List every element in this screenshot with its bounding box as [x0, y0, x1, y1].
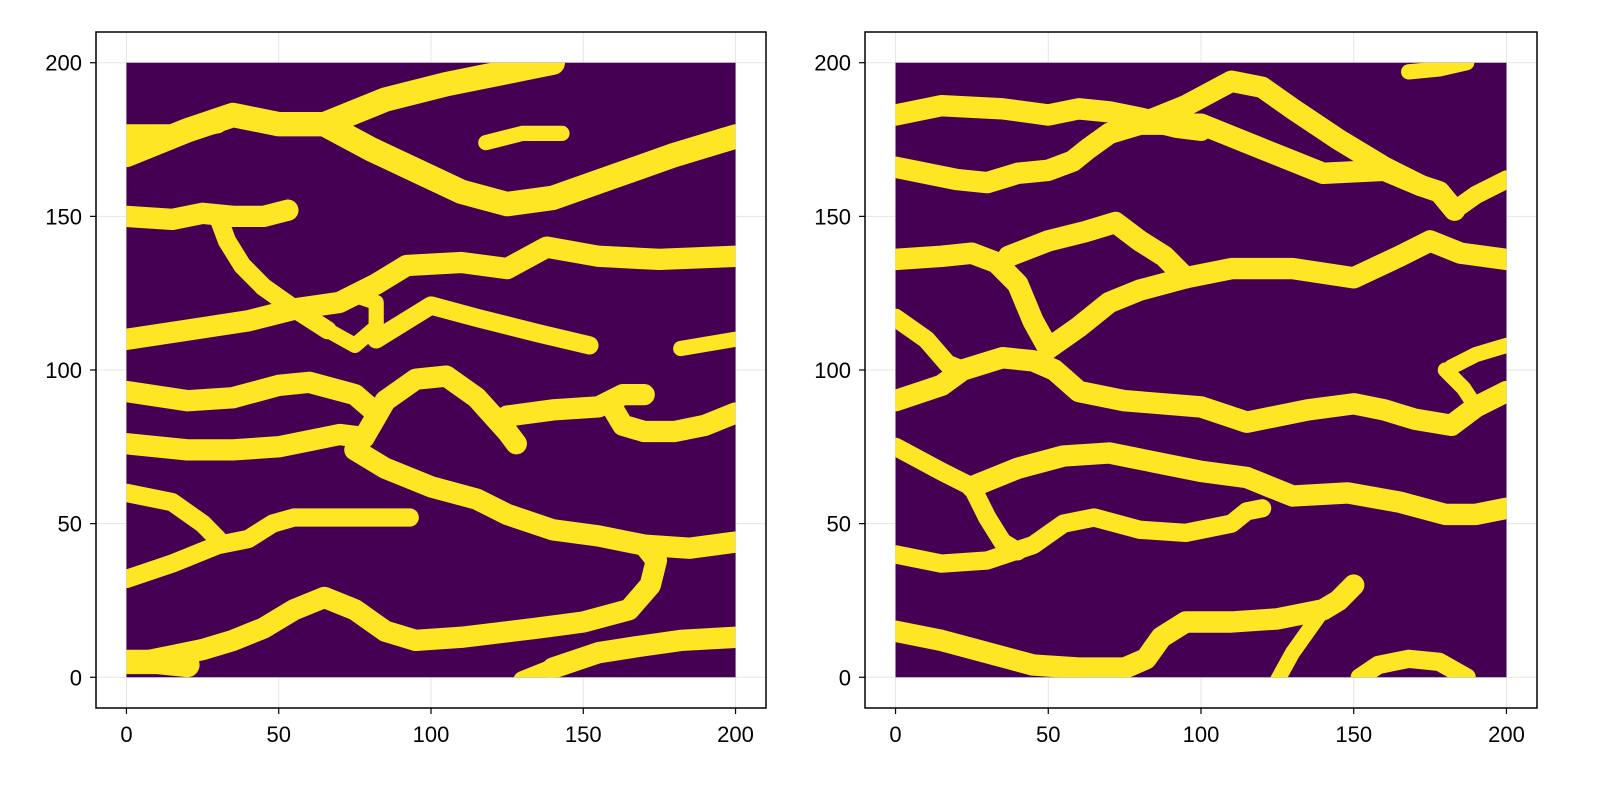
channel-stroke: [126, 649, 200, 678]
y-tick-label: 200: [45, 51, 82, 76]
x-tick-label: 50: [1036, 722, 1060, 747]
channel-stroke: [1270, 602, 1331, 678]
y-tick-label: 0: [70, 665, 82, 690]
x-tick-label: 150: [565, 722, 602, 747]
channel-stroke: [1445, 170, 1507, 220]
channel-stroke: [961, 442, 1507, 526]
y-tick-label: 150: [814, 204, 851, 229]
y-tick-label: 150: [45, 204, 82, 229]
x-tick-label: 200: [1488, 722, 1525, 747]
channel-stroke: [1437, 362, 1484, 415]
channel-stroke: [1190, 113, 1432, 197]
channel-stroke: [126, 423, 375, 461]
channel-layer: [895, 62, 1507, 678]
channel-stroke: [126, 483, 227, 549]
channel-stroke: [997, 211, 1197, 289]
channel-stroke: [319, 288, 384, 353]
channel-stroke: [367, 296, 599, 355]
channel-stroke: [131, 534, 668, 673]
channel-stroke: [126, 199, 299, 231]
channel-stroke: [126, 371, 387, 424]
channel-stroke: [126, 115, 227, 143]
channel-stroke: [478, 125, 570, 151]
y-tick-label: 100: [814, 358, 851, 383]
channel-stroke: [496, 383, 655, 427]
channel-stroke: [895, 437, 1027, 561]
channel-layer: [126, 62, 736, 678]
channel-stroke: [1401, 62, 1475, 80]
y-tick-label: 50: [58, 512, 82, 537]
channel-stroke: [895, 499, 1272, 573]
y-tick-label: 50: [827, 512, 851, 537]
channel-stroke: [312, 112, 736, 217]
channel-stroke: [1350, 649, 1476, 678]
channel-stroke: [1037, 230, 1507, 360]
y-tick-label: 0: [839, 665, 851, 690]
y-tick-label: 200: [814, 51, 851, 76]
channel-stroke: [126, 508, 419, 589]
x-tick-label: 0: [889, 722, 901, 747]
channel-stroke: [895, 242, 1059, 360]
x-tick-label: 100: [413, 722, 450, 747]
heatmap-panel-right: 0 50 100 150 200 0 50 100 150 200: [814, 31, 1538, 747]
heatmap-panel-left: 0 50 100 150 200 0 50 100 150 200: [45, 31, 767, 747]
channel-stroke: [126, 236, 736, 350]
channel-stroke: [673, 331, 736, 357]
x-tick-label: 200: [717, 722, 754, 747]
channel-stroke: [895, 347, 1507, 436]
y-tick-label: 100: [45, 358, 82, 383]
channel-stroke: [353, 365, 527, 455]
channel-stroke: [513, 649, 593, 678]
channel-stroke: [344, 439, 736, 559]
channel-stroke: [603, 399, 736, 443]
x-tick-label: 0: [120, 722, 132, 747]
x-tick-label: 50: [266, 722, 290, 747]
x-tick-label: 150: [1335, 722, 1372, 747]
x-tick-label: 100: [1183, 722, 1220, 747]
channel-stroke: [1443, 337, 1507, 375]
